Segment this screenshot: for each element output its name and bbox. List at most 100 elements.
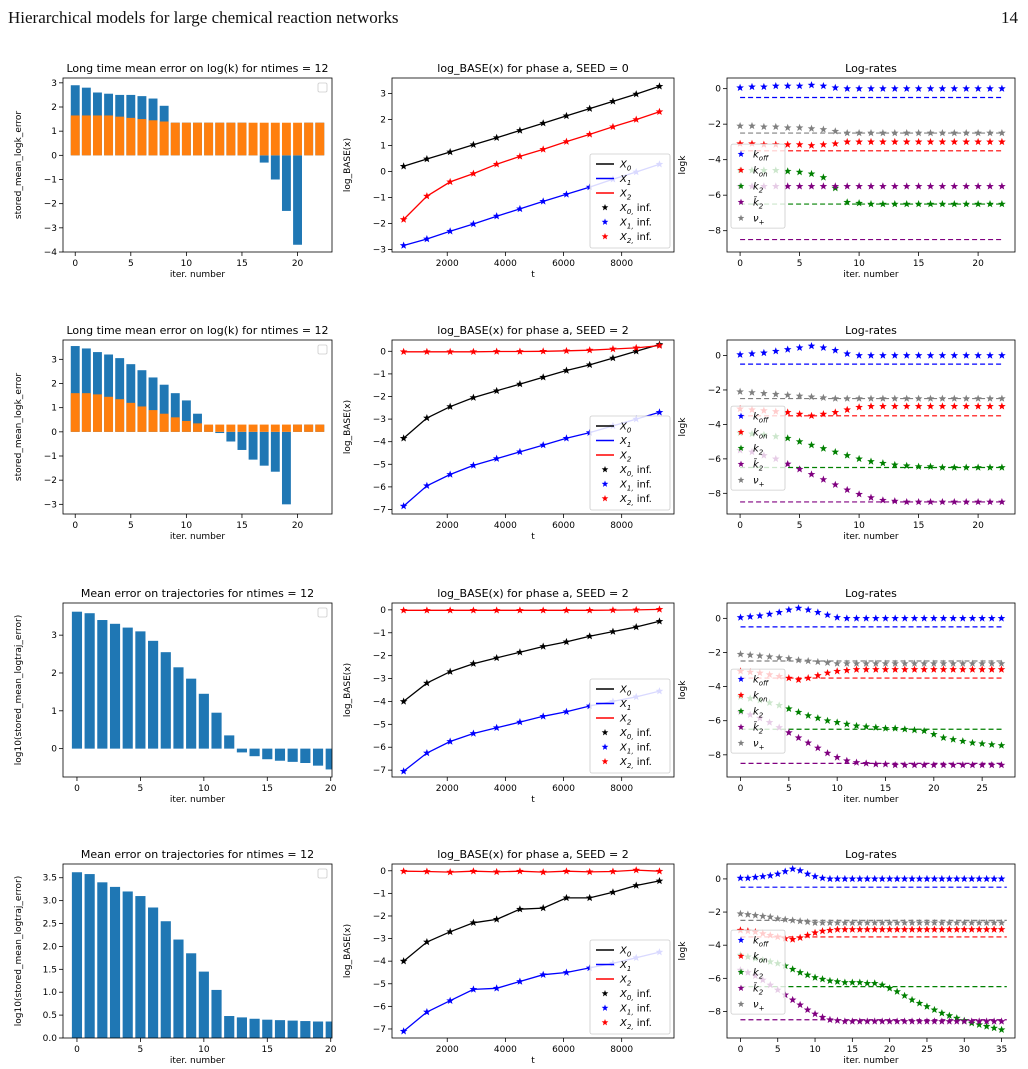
x-tick-label: 25 <box>976 784 987 794</box>
data-point-star <box>939 659 948 667</box>
data-point-star <box>811 928 819 937</box>
y-tick-label: 0 <box>715 352 721 362</box>
data-point-star <box>539 970 547 978</box>
legend-label: k̄2 <box>753 196 764 211</box>
data-point-star <box>930 925 939 933</box>
x-axis-label: t <box>531 270 535 280</box>
data-point-star <box>585 346 594 354</box>
data-point-star <box>492 454 501 462</box>
y-tick-label: −6 <box>373 1002 387 1012</box>
data-point-star <box>585 360 594 369</box>
data-point-star <box>833 753 841 761</box>
data-point-star <box>585 867 594 876</box>
data-point-star <box>744 910 752 918</box>
data-point-star <box>852 721 861 730</box>
bar <box>126 117 136 156</box>
data-point-star <box>893 925 901 933</box>
bar <box>148 907 159 1038</box>
data-point-star <box>926 462 935 470</box>
data-point-star <box>988 665 996 673</box>
data-point-star <box>736 387 744 395</box>
data-point-star <box>974 129 982 137</box>
data-point-star <box>990 918 998 927</box>
data-point-star <box>962 137 971 146</box>
data-point-star <box>539 119 547 127</box>
data-point-star <box>794 604 803 612</box>
data-point-star <box>855 351 863 359</box>
data-point-star <box>923 918 931 927</box>
data-point-star <box>893 1017 901 1025</box>
data-point-star <box>923 925 931 933</box>
bar <box>104 354 114 432</box>
bar <box>315 424 325 432</box>
data-point-star <box>862 665 870 673</box>
legend-label: X1 <box>619 174 631 187</box>
data-point-star <box>960 1017 969 1025</box>
data-point-star <box>893 874 901 883</box>
data-point-star <box>399 241 408 249</box>
data-point-star <box>795 123 804 131</box>
x-tick-label: 15 <box>262 1045 273 1055</box>
bar <box>248 122 258 156</box>
x-tick-label: 5 <box>797 259 803 269</box>
data-point-star <box>915 925 924 933</box>
bar <box>71 611 83 749</box>
data-point-star <box>959 737 967 745</box>
data-point-star <box>950 182 959 190</box>
data-point-star <box>831 408 840 416</box>
data-point-star <box>920 659 928 667</box>
data-point-star <box>807 124 816 132</box>
data-point-star <box>795 437 804 445</box>
data-point-star <box>863 1017 872 1025</box>
data-point-star <box>962 402 971 410</box>
data-point-star <box>990 1017 998 1025</box>
bar <box>287 1020 298 1038</box>
data-point-star <box>632 623 641 631</box>
x-tick-label: 10 <box>809 1045 821 1055</box>
data-point-star <box>773 869 782 878</box>
data-point-star <box>872 665 880 673</box>
x-tick-label: 6000 <box>552 259 575 269</box>
data-point-star <box>773 914 782 922</box>
y-tick-label: −6 <box>373 483 387 493</box>
data-point-star <box>804 738 812 747</box>
data-point-star <box>788 995 797 1004</box>
legend-label: X0 <box>619 422 632 435</box>
data-point-star <box>867 493 875 501</box>
y-tick-label: −4 <box>708 941 722 951</box>
data-point-star <box>900 874 909 883</box>
x-tick-label: 10 <box>181 521 193 531</box>
data-point-star <box>807 470 816 478</box>
data-point-star <box>975 925 983 933</box>
data-point-star <box>796 917 804 925</box>
data-point-star <box>756 651 764 660</box>
data-point-star <box>926 129 935 137</box>
data-point-star <box>446 227 454 235</box>
data-point-star <box>831 139 840 147</box>
bar <box>81 115 91 156</box>
y-axis-label: log10(stored_mean_logtraj_error) <box>14 615 24 765</box>
data-point-star <box>807 411 816 420</box>
x-tick-label: 5 <box>128 259 134 269</box>
data-point-star <box>997 925 1006 933</box>
data-point-star <box>785 704 793 712</box>
data-point-star <box>885 874 894 883</box>
data-point-star <box>938 463 947 471</box>
data-point-star <box>914 351 923 359</box>
data-point-star <box>492 160 501 168</box>
y-tick-label: 2.5 <box>43 920 57 930</box>
data-point-star <box>794 733 803 741</box>
data-point-star <box>870 874 879 883</box>
data-point-star <box>978 761 986 769</box>
data-point-star <box>959 761 967 769</box>
data-point-star <box>949 665 957 673</box>
legend-label: koff <box>753 150 769 163</box>
data-point-star <box>783 408 792 416</box>
y-tick-label: −1 <box>373 629 386 639</box>
data-point-star <box>855 199 863 207</box>
data-point-star <box>902 182 911 190</box>
data-point-star <box>975 874 983 883</box>
data-point-star <box>974 402 982 410</box>
data-point-star <box>759 912 767 920</box>
